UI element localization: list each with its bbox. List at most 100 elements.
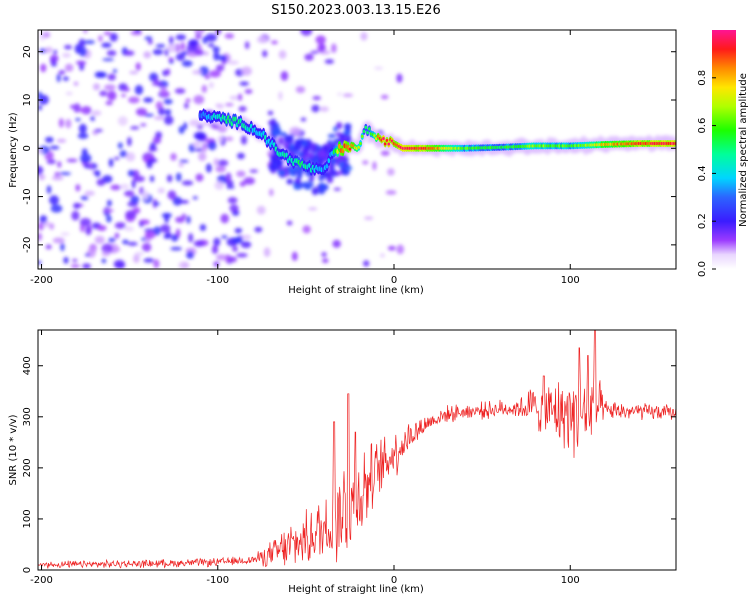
- spectrogram-noise-blob: [217, 125, 228, 133]
- spectrogram-noise-blob: [101, 251, 111, 257]
- spectrogram-noise-blob: [133, 254, 140, 263]
- spectrogram-noise-blob: [83, 30, 88, 34]
- spectrogram-dip-blob: [270, 158, 276, 169]
- spectrogram-noise-blob: [228, 256, 237, 263]
- spectrogram-noise-blob: [337, 92, 342, 96]
- spectrogram-noise-blob: [134, 84, 144, 95]
- spectrogram-ridge-core: [348, 147, 352, 151]
- spectrogram-noise-blob: [243, 177, 255, 185]
- spectrogram-noise-blob: [319, 43, 325, 53]
- spectrogram-dip-blob: [308, 177, 314, 183]
- spectrogram-noise-blob: [387, 245, 396, 251]
- spectrogram-noise-blob: [295, 86, 306, 94]
- spectrogram-noise-blob: [225, 172, 232, 183]
- spectrogram-ytick-label: 20: [22, 45, 33, 58]
- spectrogram-noise-blob: [205, 33, 218, 42]
- spectrogram-x-ticks: -200 -100 0 100: [30, 30, 580, 286]
- spectrogram-noise-blob: [45, 46, 53, 54]
- spectrogram-noise-blob: [57, 161, 62, 168]
- spectrogram-noise-blob: [152, 136, 162, 144]
- spectrogram-noise-blob: [99, 90, 108, 97]
- spectrogram-noise-blob: [300, 30, 313, 36]
- spectrogram-noise-blob: [360, 32, 368, 41]
- spectrogram-ridge-core: [285, 152, 288, 158]
- spectrogram-noise-blob: [153, 226, 161, 236]
- spectrogram-noise-blob: [106, 199, 112, 207]
- spectrogram-noise-blob: [158, 107, 166, 116]
- spectrogram-dip-blob: [311, 187, 319, 196]
- spectrogram-dip-blob: [330, 163, 335, 171]
- spectrogram-noise-blob: [153, 202, 161, 206]
- spectrogram-noise-blob: [215, 254, 227, 261]
- spectrogram-noise-blob: [194, 30, 205, 35]
- spectrogram-noise-blob: [372, 161, 377, 171]
- spectrogram-dip-blob: [333, 126, 338, 133]
- snr-ytick-label: 200: [22, 458, 33, 477]
- spectrogram-noise-blob: [186, 215, 191, 224]
- spectrogram-dip-blob: [303, 138, 313, 149]
- spectrogram-noise-blob: [149, 175, 155, 183]
- spectrogram-noise-blob: [199, 224, 207, 232]
- spectrogram-dip-blob: [283, 135, 293, 143]
- spectrogram-noise-blob: [127, 241, 138, 246]
- spectrogram-noise-blob: [193, 240, 205, 247]
- spectrogram-dip-blob: [277, 170, 286, 176]
- spectrogram-xlabel: Height of straight line (km): [288, 285, 424, 296]
- spectrogram-noise-blob: [234, 227, 243, 234]
- spectrogram-noise-blob: [56, 138, 67, 143]
- snr-xtick-label: 100: [561, 575, 580, 586]
- spectrogram-noise-blob: [212, 46, 220, 53]
- spectrogram-noise-blob: [59, 172, 72, 176]
- spectrogram-noise-blob: [52, 49, 58, 55]
- spectrogram-noise-blob: [167, 43, 177, 53]
- spectrogram-noise-blob: [202, 36, 208, 44]
- spectrogram-noise-blob: [188, 232, 194, 243]
- spectrogram-noise-blob: [164, 48, 169, 57]
- spectrogram-noise-blob: [108, 158, 114, 168]
- spectrogram-noise-blob: [380, 94, 389, 100]
- spectrogram-noise-blob: [239, 181, 246, 187]
- spectrogram-dip-blob: [336, 121, 343, 130]
- spectrogram-xtick-label: -200: [30, 275, 53, 286]
- spectrogram-dip-blob: [301, 181, 311, 189]
- spectrogram-noise-blob: [324, 59, 335, 64]
- spectrogram-noise-blob: [114, 262, 126, 269]
- spectrogram-noise-blob: [102, 175, 113, 183]
- spectrogram-noise-blob: [208, 81, 214, 89]
- spectrogram-noise-blob: [226, 185, 235, 189]
- spectrogram-noise-blob: [229, 204, 239, 213]
- spectrogram-dip-blob: [277, 136, 284, 146]
- spectrogram-dip-blob: [293, 140, 303, 151]
- spectrogram-noise-blob: [157, 187, 165, 194]
- spectrogram-noise-blob: [62, 52, 71, 58]
- spectrogram-noise-blob: [310, 50, 319, 54]
- spectrogram-dip-blob: [344, 163, 350, 168]
- spectrogram-noise-blob: [46, 185, 52, 194]
- spectrogram-ridge-core: [362, 129, 366, 134]
- spectrogram-noise-blob: [155, 44, 166, 48]
- spectrogram-noise-blob: [236, 252, 248, 258]
- spectrogram-noise-blob: [141, 242, 152, 252]
- spectrogram-ytick-label: -20: [22, 237, 33, 253]
- spectrogram-noise-blob: [213, 261, 220, 267]
- spectrogram-noise-blob: [38, 173, 46, 181]
- spectrogram-noise-blob: [139, 186, 144, 195]
- spectrogram-marks: [38, 30, 676, 269]
- spectrogram-xtick-label: 0: [391, 275, 397, 286]
- snr-ytick-label: 100: [22, 509, 33, 528]
- spectrogram-dip-blob: [296, 152, 304, 157]
- spectrogram-noise-blob: [319, 106, 329, 112]
- spectrogram-noise-blob: [103, 31, 112, 36]
- spectrogram-noise-blob: [84, 40, 96, 45]
- spectrogram-ridge-core: [368, 127, 371, 131]
- spectrogram-noise-blob: [142, 189, 149, 200]
- spectrogram-noise-blob: [193, 131, 206, 140]
- spectrogram-noise-blob: [203, 51, 209, 56]
- spectrogram-noise-blob: [262, 50, 268, 58]
- spectrogram-noise-blob: [201, 84, 208, 93]
- spectrogram-noise-blob: [175, 53, 186, 61]
- spectrogram-noise-blob: [396, 244, 405, 255]
- spectrogram-noise-blob: [47, 151, 54, 160]
- snr-series-line: [38, 330, 676, 569]
- spectrogram-noise-blob: [105, 100, 113, 106]
